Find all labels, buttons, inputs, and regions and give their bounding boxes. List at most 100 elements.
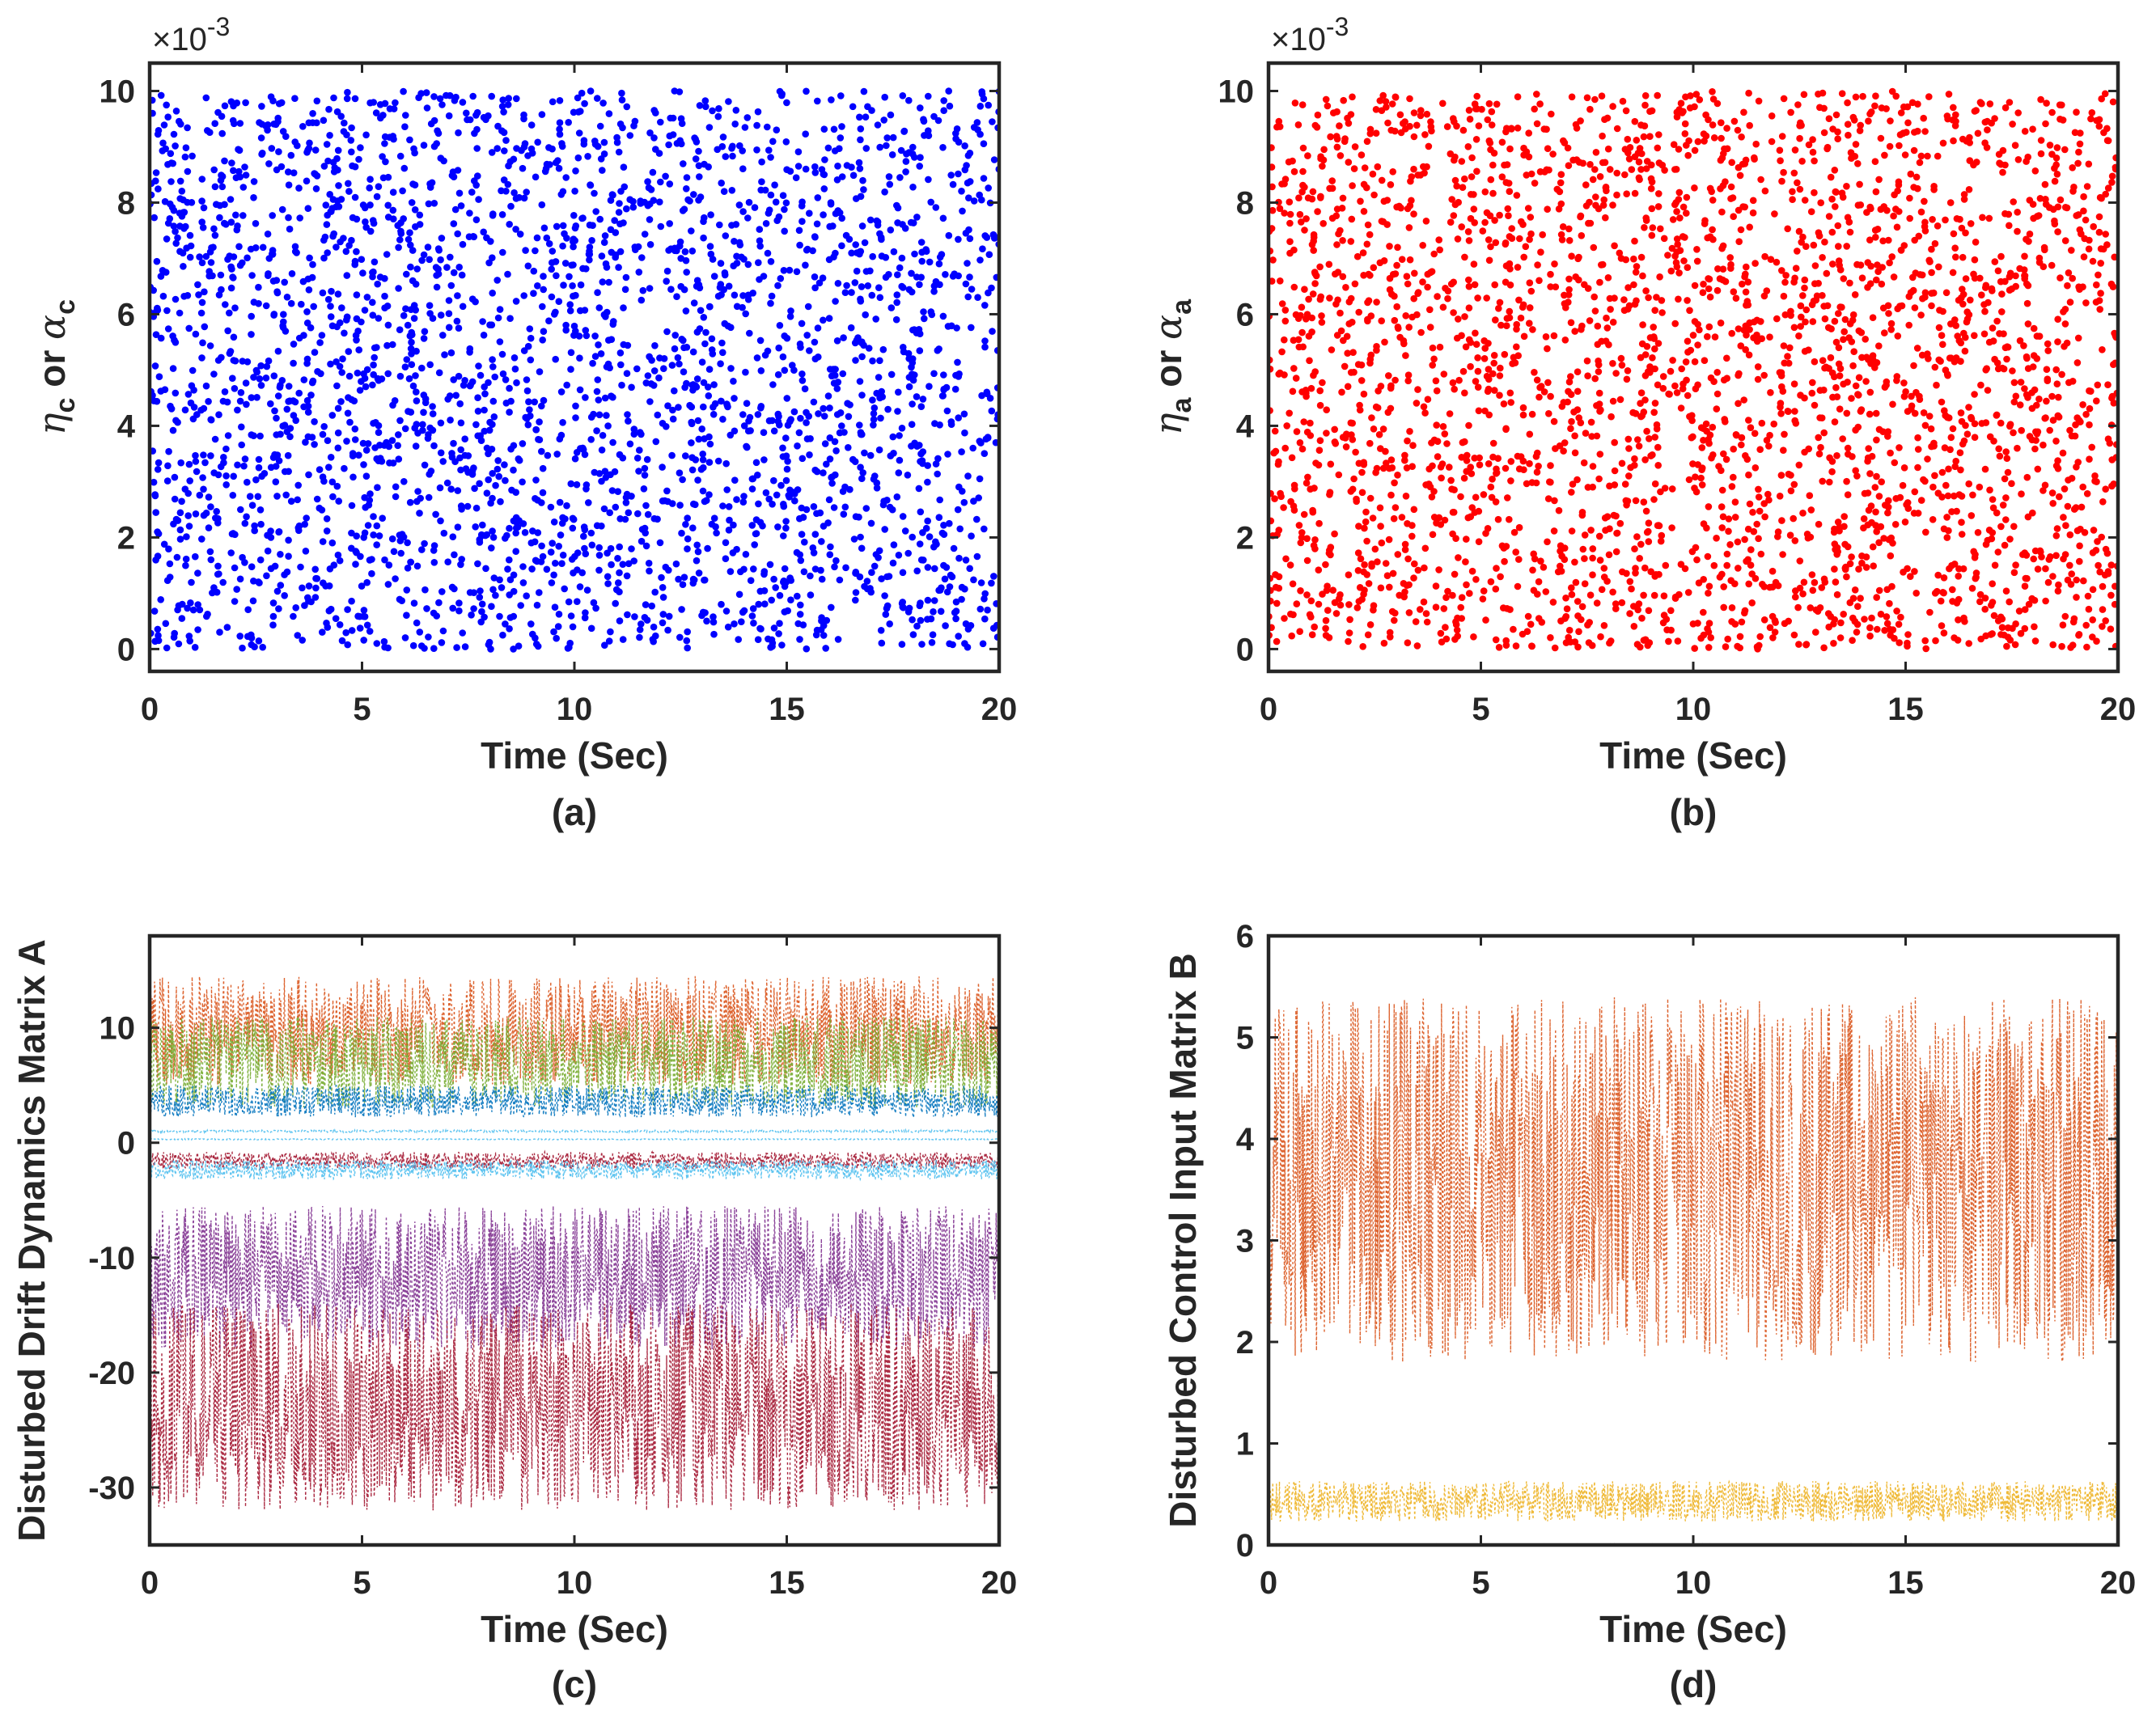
data-point [958,583,966,591]
data-point [598,523,605,530]
data-point [349,473,357,481]
data-point [395,431,402,438]
data-point [2031,167,2040,175]
data-point [909,370,916,378]
data-point [796,611,804,618]
data-point [450,269,458,277]
data-point [595,304,604,311]
data-point [2104,184,2112,192]
data-point [888,506,896,514]
data-point [731,291,739,299]
data-point [1568,93,1576,101]
data-point [262,375,270,382]
data-point [758,178,765,185]
data-point [1991,561,1999,569]
data-point [837,409,845,417]
data-point [1777,157,1784,164]
data-point [1637,353,1645,362]
data-point [426,361,434,369]
data-point [366,184,374,192]
data-point [820,125,828,133]
data-point [513,145,520,152]
data-point [899,513,907,520]
data-point [334,444,342,452]
data-point [1944,492,1952,500]
data-point [2098,95,2105,103]
data-point [909,184,917,191]
data-point [981,302,989,309]
data-point [463,109,470,117]
data-point [302,438,309,446]
data-point [351,163,359,171]
data-point [648,602,655,610]
data-point [534,529,542,536]
data-point [1413,400,1421,407]
data-point [621,515,629,523]
data-point [452,93,460,101]
data-point [1404,639,1412,646]
data-point [1928,302,1935,310]
data-point [631,243,639,251]
data-point [1963,430,1972,438]
data-point [295,184,303,192]
data-point [448,171,456,180]
data-point [230,357,238,364]
data-point [1372,129,1380,137]
data-point [913,622,921,630]
data-point [1633,533,1641,540]
data-point [1327,133,1334,141]
data-point [1395,324,1402,332]
data-point [254,493,262,501]
data-point [1422,610,1430,617]
data-point [699,451,706,458]
data-point [1962,229,1969,237]
data-point [633,455,642,462]
data-point [1857,121,1864,129]
data-point [345,188,353,195]
data-point [233,226,241,234]
data-point [188,366,197,375]
data-point [1871,158,1879,165]
data-point [810,398,818,406]
data-point [587,624,595,633]
data-point [1802,641,1810,649]
plot-area-a [150,87,999,653]
data-point [1540,564,1548,571]
data-point [506,524,513,532]
data-point [718,600,725,608]
data-point [396,595,404,603]
data-point [218,286,225,294]
data-point [201,459,209,467]
data-point [1924,455,1931,463]
data-point [858,475,866,482]
data-point [369,269,376,277]
data-point [271,407,278,415]
data-point [862,505,870,512]
data-point [1691,184,1698,192]
data-point [626,132,634,139]
data-point [305,286,313,294]
data-point [2024,320,2032,328]
data-point [615,148,623,156]
data-point [263,572,270,580]
data-point [1305,295,1312,303]
data-point [607,197,615,204]
data-point [571,455,579,463]
data-point [782,476,790,485]
data-point [1568,252,1575,260]
data-point [206,342,214,349]
data-point [545,317,553,325]
data-point [930,112,938,121]
data-point [1843,183,1850,190]
data-point [725,282,733,290]
data-point [669,131,677,138]
data-point [601,641,608,649]
data-point [587,181,594,188]
data-point [229,273,236,281]
data-point [1651,345,1658,353]
data-point [896,264,904,272]
data-point [609,393,616,401]
data-point [781,205,788,214]
data-point [498,350,506,358]
data-point [1843,409,1851,417]
